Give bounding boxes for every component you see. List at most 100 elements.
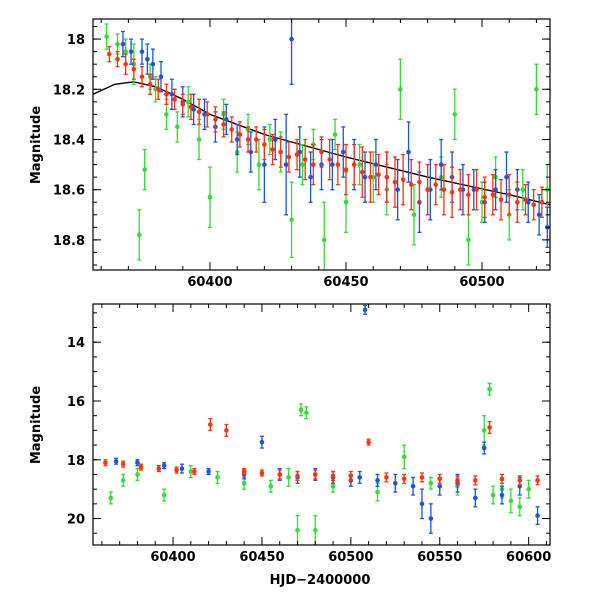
data-point: [534, 86, 539, 92]
data-point: [172, 97, 177, 102]
data-point: [392, 480, 398, 486]
data-point: [408, 182, 414, 187]
data-point: [373, 162, 379, 167]
data-point: [362, 174, 368, 180]
data-point: [213, 117, 218, 122]
data-point: [262, 142, 267, 147]
data-point: [457, 187, 463, 192]
data-point: [437, 476, 443, 482]
data-point: [241, 480, 247, 486]
data-point: [302, 157, 308, 162]
data-point: [229, 127, 235, 132]
data-point: [138, 464, 144, 470]
x-tick-label: 60450: [239, 550, 284, 565]
top-light-curve-panel: Magnitude 60400 60450 60500 18 18.2 18.4 18.6 1…: [29, 18, 551, 290]
data-point: [207, 194, 213, 200]
data-point: [535, 478, 540, 483]
y-tick-label: 18: [67, 33, 85, 48]
data-point: [289, 36, 294, 42]
data-point: [473, 478, 478, 483]
data-point: [161, 492, 167, 498]
data-point: [452, 112, 458, 117]
data-point: [343, 199, 349, 205]
data-point: [113, 458, 119, 464]
data-point: [107, 51, 112, 57]
x-tick-label: 60600: [506, 550, 551, 565]
data-point: [357, 475, 363, 480]
data-point: [357, 162, 362, 167]
bottom-panel-y-axis-label: Magnitude: [29, 386, 44, 465]
data-point: [215, 475, 220, 480]
data-point: [245, 137, 251, 142]
data-point: [223, 117, 229, 122]
data-point: [155, 86, 161, 92]
data-point: [520, 187, 526, 192]
data-point: [115, 41, 120, 47]
y-tick-label: 20: [67, 513, 85, 528]
data-point: [498, 197, 504, 203]
data-point: [268, 483, 274, 489]
series-green: [104, 23, 550, 270]
data-point: [272, 137, 278, 142]
x-tick-label: 60450: [323, 275, 368, 290]
data-point: [308, 174, 313, 180]
data-point: [135, 472, 140, 477]
data-point: [455, 478, 460, 483]
data-point: [417, 179, 422, 185]
data-point: [466, 192, 471, 197]
data-point: [294, 152, 300, 157]
x-tick-label: 60500: [459, 275, 504, 290]
data-point: [343, 167, 349, 172]
data-point: [267, 137, 273, 142]
data-point: [449, 189, 455, 195]
data-point: [147, 81, 153, 87]
data-point: [262, 162, 267, 167]
x-tick-label: 60550: [417, 550, 462, 565]
data-point: [259, 470, 265, 476]
data-point: [375, 478, 380, 483]
data-point: [375, 489, 380, 495]
data-point: [156, 466, 162, 471]
data-point: [161, 463, 167, 468]
data-point: [241, 469, 247, 474]
data-point: [120, 478, 126, 483]
data-point: [158, 74, 164, 80]
data-point: [286, 154, 292, 160]
data-point: [295, 528, 300, 533]
data-point: [536, 212, 542, 218]
data-point: [499, 492, 505, 498]
data-point: [164, 112, 169, 117]
y-tick-label: 16: [67, 395, 85, 410]
data-point: [142, 167, 147, 172]
x-tick-label: 60400: [150, 550, 195, 565]
data-point: [493, 187, 498, 192]
data-point: [312, 472, 318, 477]
data-point: [362, 307, 368, 313]
data-point: [237, 132, 243, 137]
data-point: [131, 66, 137, 72]
data-point: [384, 174, 390, 180]
series-green: [108, 382, 531, 545]
data-point: [490, 492, 496, 498]
data-point: [321, 237, 327, 243]
plot-area: [93, 19, 550, 270]
data-point: [395, 187, 400, 192]
data-point: [164, 92, 169, 97]
data-point: [120, 41, 126, 47]
data-point: [188, 104, 194, 110]
data-point: [437, 483, 443, 489]
data-point: [330, 473, 336, 479]
data-point: [286, 475, 291, 480]
data-point: [128, 49, 134, 54]
data-point: [482, 194, 488, 200]
data-point: [466, 237, 471, 243]
data-point: [508, 498, 514, 504]
data-point: [517, 478, 523, 483]
data-point: [535, 513, 540, 518]
data-point: [441, 187, 447, 192]
data-point: [289, 217, 294, 223]
data-point: [104, 34, 109, 39]
data-point: [438, 162, 444, 167]
data-point: [340, 149, 346, 155]
